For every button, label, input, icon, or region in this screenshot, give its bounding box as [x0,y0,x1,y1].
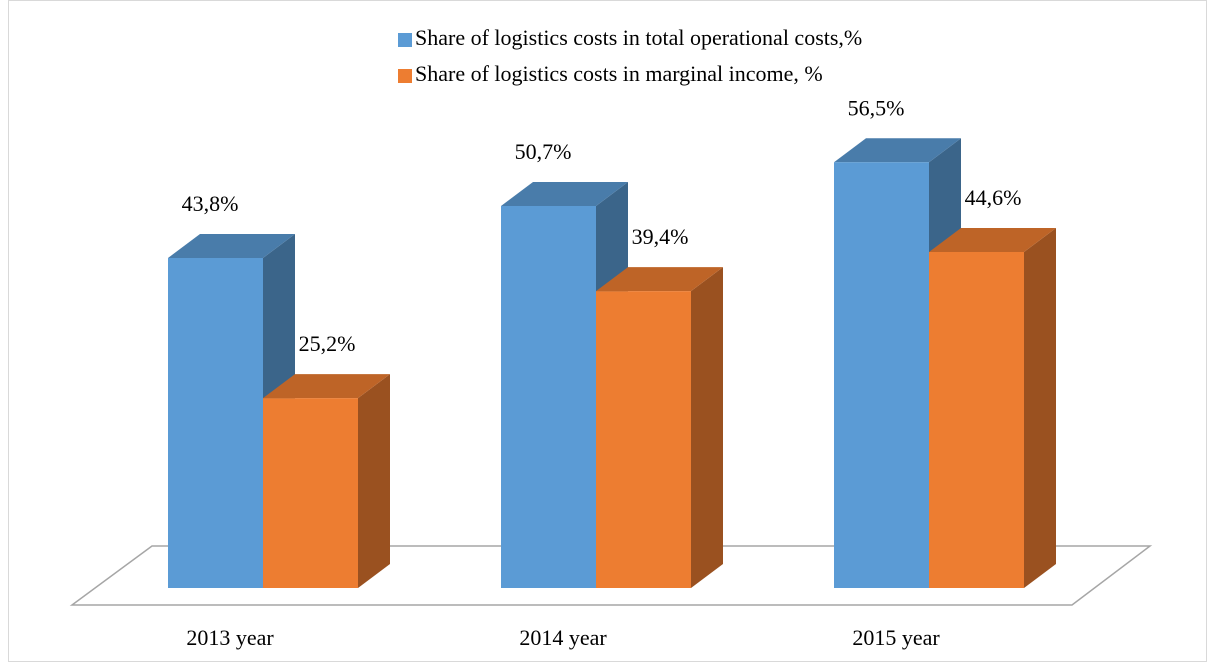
legend-swatch [398,69,412,83]
x-tick-label: 2014 year [519,625,607,650]
bar-front [168,257,263,588]
data-label: 25,2% [299,331,356,356]
bar-front [501,205,596,588]
legend-label: Share of logistics costs in marginal inc… [415,61,823,86]
bar-front [263,398,358,588]
bar-top [596,267,723,292]
data-label: 50,7% [515,139,572,164]
bar-top [263,374,390,399]
bar-side [358,374,390,588]
bar-side [1024,227,1056,588]
bar-side [691,267,723,588]
bar [929,227,1056,588]
bar [263,374,390,588]
x-tick-label: 2015 year [852,625,940,650]
legend-label: Share of logistics costs in total operat… [415,25,862,50]
data-label: 44,6% [965,185,1022,210]
data-label: 43,8% [182,191,239,216]
x-tick-label: 2013 year [186,625,274,650]
data-label: 56,5% [848,95,905,120]
bar-top [168,233,295,258]
legend-swatch [398,33,412,47]
bar-top [834,138,961,163]
bar-top [501,181,628,206]
bar-front [834,162,929,588]
bar-front [929,251,1024,588]
data-label: 39,4% [632,224,689,249]
bar [596,267,723,588]
bar-top [929,227,1056,252]
bar-front [596,291,691,588]
